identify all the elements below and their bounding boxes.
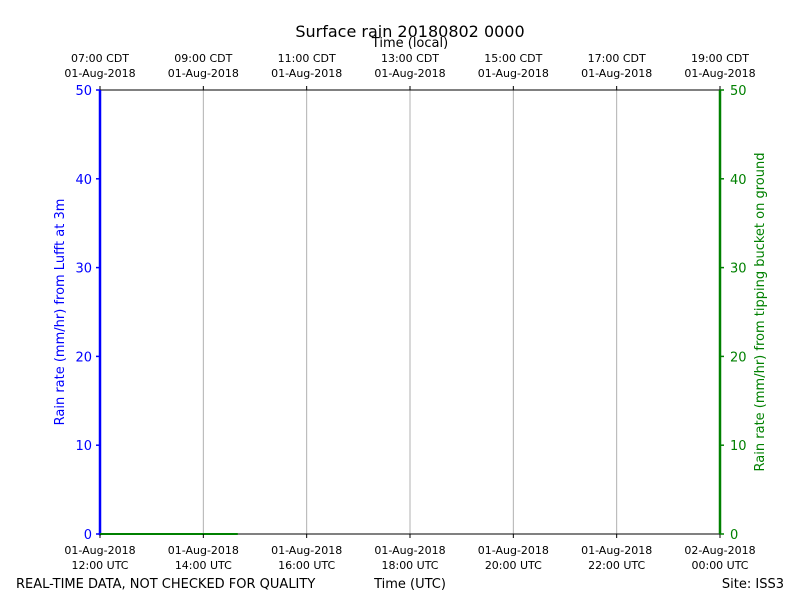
right-y-ticks: 0 10 20 30 40 50 bbox=[720, 84, 747, 543]
x-tick-date: 01-Aug-2018 bbox=[374, 544, 445, 557]
x-axis-label: Time (UTC) bbox=[373, 577, 446, 592]
y-axis-right-label: Rain rate (mm/hr) from tipping bucket on… bbox=[753, 153, 768, 472]
top-x-ticks: 07:00 CDT 01-Aug-2018 09:00 CDT 01-Aug-2018… bbox=[64, 52, 756, 90]
top-x-tick-time: 07:00 CDT bbox=[71, 52, 129, 65]
top-axis-label: Time (local) bbox=[371, 36, 448, 51]
y-left-tick-label: 10 bbox=[75, 439, 92, 454]
y-left-tick-label: 0 bbox=[84, 528, 92, 543]
top-x-tick-date: 01-Aug-2018 bbox=[478, 67, 549, 80]
top-x-tick-date: 01-Aug-2018 bbox=[581, 67, 652, 80]
x-tick-date: 01-Aug-2018 bbox=[478, 544, 549, 557]
x-tick-time: 16:00 UTC bbox=[278, 559, 335, 572]
x-tick-time: 22:00 UTC bbox=[588, 559, 645, 572]
y-right-tick-label: 0 bbox=[730, 528, 738, 543]
x-tick-date: 01-Aug-2018 bbox=[581, 544, 652, 557]
y-right-tick-label: 30 bbox=[730, 262, 747, 277]
x-tick-date: 01-Aug-2018 bbox=[271, 544, 342, 557]
top-x-tick-time: 13:00 CDT bbox=[381, 52, 439, 65]
quality-disclaimer: REAL-TIME DATA, NOT CHECKED FOR QUALITY bbox=[16, 577, 315, 592]
x-tick-date: 02-Aug-2018 bbox=[684, 544, 755, 557]
x-tick-date: 01-Aug-2018 bbox=[168, 544, 239, 557]
gridlines bbox=[202, 90, 618, 534]
x-tick-time: 00:00 UTC bbox=[691, 559, 748, 572]
top-x-tick-date: 01-Aug-2018 bbox=[168, 67, 239, 80]
x-tick-time: 18:00 UTC bbox=[381, 559, 438, 572]
series-layer bbox=[98, 532, 238, 536]
y-axis-left-label: Rain rate (mm/hr) from Lufft at 3m bbox=[53, 199, 68, 426]
top-x-tick-date: 01-Aug-2018 bbox=[684, 67, 755, 80]
y-left-tick-label: 30 bbox=[75, 262, 92, 277]
top-x-tick-time: 15:00 CDT bbox=[484, 52, 542, 65]
x-tick-date: 01-Aug-2018 bbox=[64, 544, 135, 557]
site-label: Site: ISS3 bbox=[722, 577, 784, 592]
y-right-tick-label: 10 bbox=[730, 439, 747, 454]
top-x-tick-time: 17:00 CDT bbox=[588, 52, 646, 65]
bottom-x-ticks: 01-Aug-2018 12:00 UTC 01-Aug-2018 14:00 UTC… bbox=[64, 534, 756, 572]
x-tick-time: 12:00 UTC bbox=[71, 559, 128, 572]
y-left-tick-label: 20 bbox=[75, 350, 92, 365]
x-tick-time: 14:00 UTC bbox=[175, 559, 232, 572]
y-right-tick-label: 50 bbox=[730, 84, 747, 99]
y-right-tick-label: 40 bbox=[730, 173, 747, 188]
top-x-tick-date: 01-Aug-2018 bbox=[374, 67, 445, 80]
top-x-tick-time: 09:00 CDT bbox=[174, 52, 232, 65]
top-x-tick-date: 01-Aug-2018 bbox=[64, 67, 135, 80]
y-left-tick-label: 40 bbox=[75, 173, 92, 188]
top-x-tick-time: 19:00 CDT bbox=[691, 52, 749, 65]
top-x-tick-time: 11:00 CDT bbox=[278, 52, 336, 65]
left-y-ticks: 0 10 20 30 40 50 bbox=[75, 84, 100, 543]
chart-title: Surface rain 20180802 0000 bbox=[295, 22, 524, 41]
top-x-tick-date: 01-Aug-2018 bbox=[271, 67, 342, 80]
y-left-tick-label: 50 bbox=[75, 84, 92, 99]
x-tick-time: 20:00 UTC bbox=[485, 559, 542, 572]
y-right-tick-label: 20 bbox=[730, 350, 747, 365]
